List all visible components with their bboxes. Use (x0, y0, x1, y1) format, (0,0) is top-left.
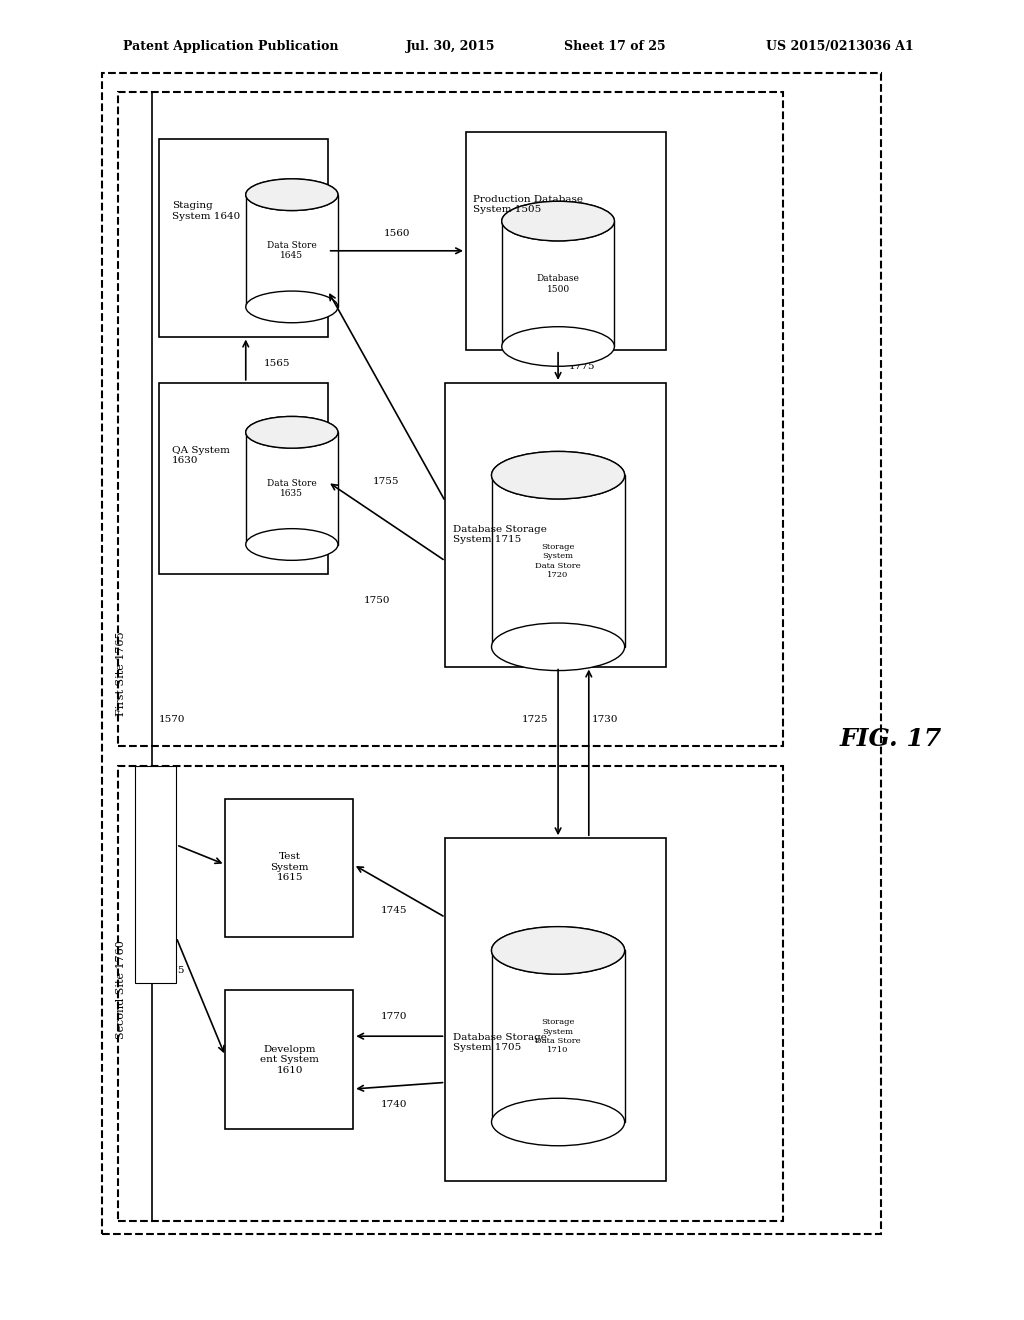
FancyBboxPatch shape (118, 92, 783, 746)
Text: QA System
1630: QA System 1630 (172, 446, 230, 465)
Ellipse shape (492, 1098, 625, 1146)
Text: 1565: 1565 (264, 359, 291, 367)
Text: 1730: 1730 (592, 715, 618, 723)
FancyBboxPatch shape (159, 139, 328, 337)
Text: Sheet 17 of 25: Sheet 17 of 25 (563, 40, 666, 53)
Text: Database Storage
System 1715: Database Storage System 1715 (453, 525, 547, 544)
Text: 1725: 1725 (521, 715, 548, 723)
Ellipse shape (246, 528, 338, 560)
Text: 1740: 1740 (381, 1101, 408, 1109)
Ellipse shape (502, 201, 614, 240)
Ellipse shape (246, 180, 338, 210)
Ellipse shape (492, 927, 625, 974)
Ellipse shape (246, 290, 338, 322)
FancyBboxPatch shape (102, 73, 881, 1234)
Ellipse shape (246, 180, 338, 210)
Text: Storage
System
Data Store
1710: Storage System Data Store 1710 (536, 1019, 581, 1053)
Text: Patent Application Publication: Patent Application Publication (123, 40, 338, 53)
Text: FIG. 17: FIG. 17 (840, 727, 942, 751)
Text: Data Store
1645: Data Store 1645 (267, 242, 316, 260)
Text: Jul. 30, 2015: Jul. 30, 2015 (406, 40, 496, 53)
FancyBboxPatch shape (445, 838, 666, 1181)
Ellipse shape (246, 417, 338, 449)
Text: Production Database
System 1505: Production Database System 1505 (473, 195, 583, 214)
FancyBboxPatch shape (135, 766, 176, 983)
Text: Database Storage
System 1705: Database Storage System 1705 (453, 1034, 547, 1052)
Text: 1770: 1770 (381, 1012, 408, 1020)
Text: 1570: 1570 (159, 715, 185, 723)
FancyBboxPatch shape (492, 950, 625, 1122)
Text: First Site 1765: First Site 1765 (116, 631, 126, 715)
Text: 1745: 1745 (381, 907, 408, 915)
FancyBboxPatch shape (445, 383, 666, 667)
Text: Staging
System 1640: Staging System 1640 (172, 202, 241, 220)
Text: 1750: 1750 (364, 597, 390, 605)
FancyBboxPatch shape (492, 475, 625, 647)
Ellipse shape (492, 451, 625, 499)
Text: 1560: 1560 (384, 228, 411, 238)
Text: US 2015/0213036 A1: US 2015/0213036 A1 (766, 40, 913, 53)
Text: 1575: 1575 (159, 966, 185, 974)
Ellipse shape (492, 451, 625, 499)
Text: Database
1500: Database 1500 (537, 275, 580, 293)
Text: Test
System
1615: Test System 1615 (270, 853, 309, 882)
FancyBboxPatch shape (225, 990, 353, 1129)
Ellipse shape (492, 927, 625, 974)
Ellipse shape (502, 326, 614, 366)
Ellipse shape (492, 623, 625, 671)
Text: 1755: 1755 (373, 478, 399, 486)
FancyBboxPatch shape (225, 799, 353, 937)
Text: Developm
ent System
1610: Developm ent System 1610 (260, 1045, 319, 1074)
Text: Second Site 1760: Second Site 1760 (116, 941, 126, 1039)
Text: Storage
System
Data Store
1720: Storage System Data Store 1720 (536, 544, 581, 578)
Ellipse shape (246, 417, 338, 449)
FancyBboxPatch shape (159, 383, 328, 574)
FancyBboxPatch shape (466, 132, 666, 350)
FancyBboxPatch shape (246, 195, 338, 306)
Text: Data Store
1635: Data Store 1635 (267, 479, 316, 498)
Text: 1775: 1775 (568, 363, 595, 371)
Ellipse shape (502, 201, 614, 240)
FancyBboxPatch shape (246, 433, 338, 544)
FancyBboxPatch shape (118, 766, 783, 1221)
FancyBboxPatch shape (502, 220, 614, 346)
